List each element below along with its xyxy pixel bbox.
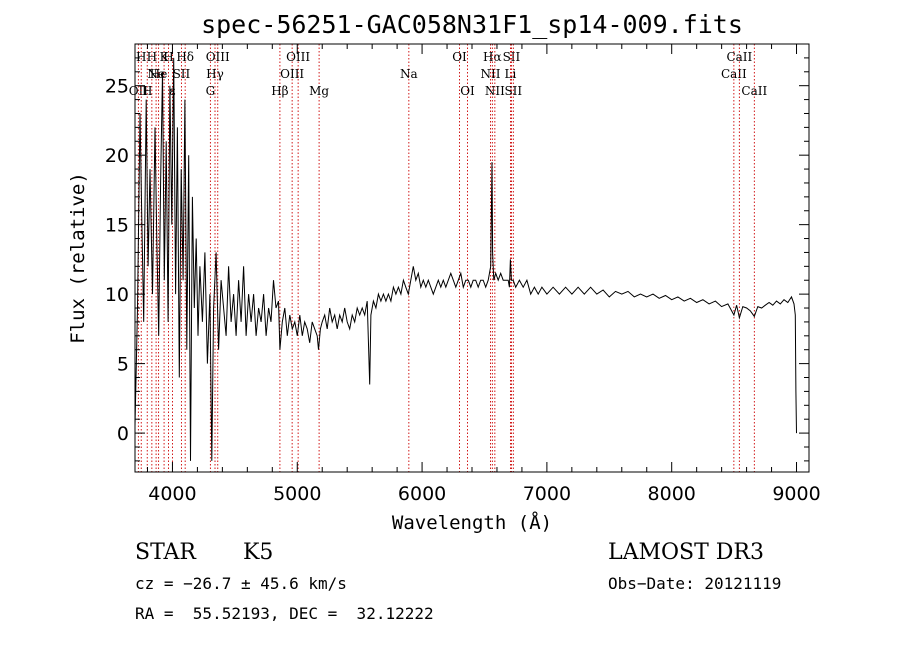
coordinates-info: RA = 55.52193, DEC = 32.12222	[135, 604, 434, 623]
line-marker-label: Hβ	[271, 84, 288, 98]
line-marker-label: Ne	[147, 67, 165, 81]
line-marker-label: CaII	[721, 67, 747, 81]
line-marker-label: OIII	[286, 50, 310, 64]
line-marker-label: OI	[460, 84, 475, 98]
line-marker-label: H	[142, 84, 152, 98]
line-marker-label: OIII	[280, 67, 304, 81]
y-tick-label: 5	[117, 354, 129, 376]
line-marker-label: NII	[485, 84, 505, 98]
line-marker-label: CaII	[726, 50, 752, 64]
line-marker-label: G	[206, 84, 216, 98]
line-marker-label: OIII	[206, 50, 230, 64]
y-tick-label: 20	[105, 145, 129, 167]
x-axis-label: Wavelength (Å)	[392, 511, 552, 534]
axis-ticks: 4000 5000 6000 7000 8000 9000 0 5 10 15 20 25	[105, 44, 821, 505]
x-tick-label: 6000	[398, 483, 446, 505]
series-layer	[134, 57, 797, 461]
y-tick-label: 10	[105, 284, 129, 306]
line-marker-label: SII	[503, 50, 521, 64]
x-tick-label: 9000	[772, 483, 820, 505]
object-subclass: K5	[243, 540, 274, 565]
spectrum-line	[134, 57, 797, 461]
line-marker-label: ε	[169, 84, 175, 98]
line-marker-label: SII	[173, 67, 191, 81]
line-marker-label: Mg	[309, 84, 329, 98]
redshift-info: cz = −26.7 ± 45.6 km/s	[135, 574, 347, 593]
line-marker-label: Hα	[483, 50, 502, 64]
line-marker-label: OII	[129, 84, 149, 98]
x-tick-label: 5000	[273, 483, 321, 505]
line-marker-label: NII	[480, 67, 500, 81]
survey-name: LAMOST DR3	[608, 540, 764, 565]
y-tick-label: 25	[105, 76, 129, 98]
line-marker-label: H	[136, 50, 146, 64]
line-marker-label: Hδ	[176, 50, 194, 64]
y-tick-label: 15	[105, 215, 129, 237]
line-marker-label: Li	[505, 67, 517, 81]
line-marker-label: OI	[452, 50, 467, 64]
y-axis-label: Flux (relative)	[67, 172, 89, 344]
line-marker-label: H	[147, 50, 157, 64]
line-marker-label: H	[163, 50, 173, 64]
line-marker-label: He	[150, 67, 168, 81]
line-marker-label: Na	[400, 67, 418, 81]
chart-title: spec-56251-GAC058N31F1_sp14-009.fits	[201, 10, 743, 39]
x-tick-label: 4000	[148, 483, 196, 505]
observation-date: Obs−Date: 20121119	[608, 574, 782, 593]
line-marker-label: Hγ	[206, 67, 224, 81]
line-marker-label: SII	[504, 84, 522, 98]
line-marker-label: CaII	[741, 84, 767, 98]
x-tick-label: 8000	[648, 483, 696, 505]
object-class: STAR	[135, 540, 196, 565]
line-marker-label: K	[160, 50, 170, 64]
plot-frame	[134, 43, 810, 473]
x-tick-label: 7000	[523, 483, 571, 505]
line-markers: OIIHHHNeHeKHεSIIHδGHγOIIIHβOIIIOIIIMgNaO…	[129, 44, 767, 472]
y-tick-label: 0	[117, 423, 129, 445]
